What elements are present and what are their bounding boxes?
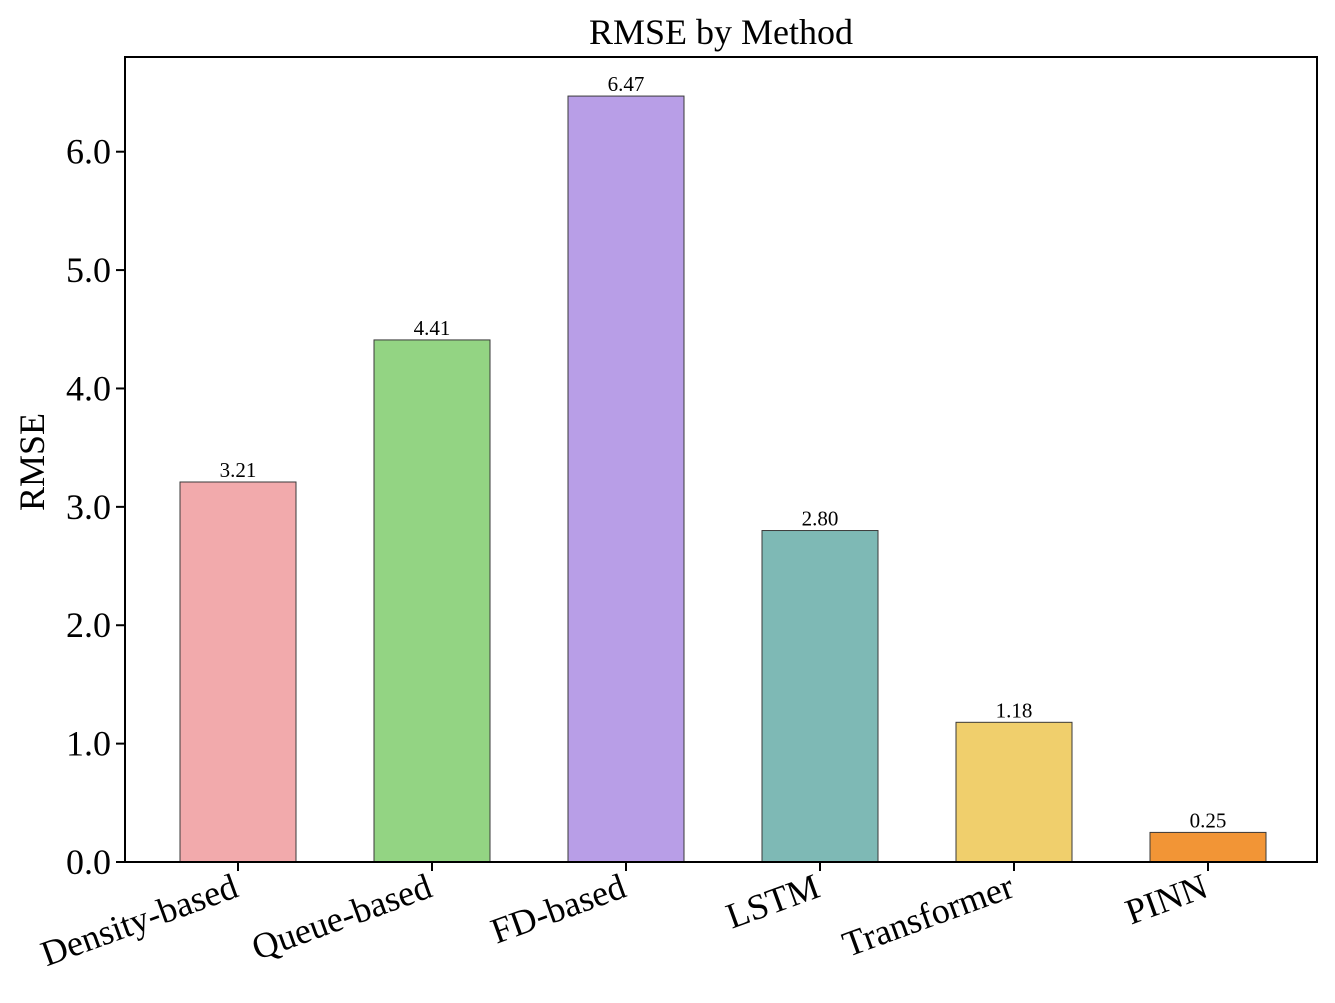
bar-value-label: 3.21 — [220, 458, 257, 482]
bar-value-label: 6.47 — [608, 72, 645, 96]
x-tick-label: Transformer — [837, 866, 1019, 965]
y-tick-label: 5.0 — [66, 250, 111, 290]
bar-value-label: 0.25 — [1190, 808, 1227, 832]
plot-area-frame — [124, 56, 1318, 863]
y-tick-label: 0.0 — [66, 842, 111, 882]
y-axis-ticks: 0.0 1.0 2.0 3.0 4.0 5.0 6.0 — [66, 132, 125, 882]
bar-lstm — [761, 530, 879, 863]
bar-pinn — [1149, 831, 1267, 863]
chart-title: RMSE by Method — [589, 12, 853, 52]
x-tick-label: Queue-based — [246, 866, 436, 968]
bar-density-based — [179, 481, 297, 863]
x-tick-label: Density-based — [36, 866, 243, 974]
y-tick-label: 3.0 — [66, 487, 111, 527]
y-axis-label: RMSE — [12, 413, 52, 511]
bar-value-label: 1.18 — [996, 698, 1033, 722]
bar-fd-based — [567, 95, 685, 863]
x-tick-label: LSTM — [721, 866, 825, 936]
x-axis-ticks: Density-based Queue-based FD-based LSTM Tran… — [36, 862, 1213, 974]
x-tick-label: FD-based — [486, 866, 631, 951]
bar-value-label: 2.80 — [802, 507, 839, 531]
bar-transformer — [955, 721, 1073, 863]
y-tick-label: 1.0 — [66, 724, 111, 764]
y-tick-label: 6.0 — [66, 132, 111, 172]
y-tick-label: 2.0 — [66, 605, 111, 645]
bar-value-labels: 3.21 4.41 6.47 2.80 1.18 0.25 — [220, 72, 1227, 832]
x-tick-label: PINN — [1120, 866, 1213, 932]
bars-layer — [179, 95, 1267, 863]
bar-value-label: 4.41 — [414, 316, 451, 340]
y-tick-label: 4.0 — [66, 368, 111, 408]
bar-queue-based — [373, 339, 491, 863]
